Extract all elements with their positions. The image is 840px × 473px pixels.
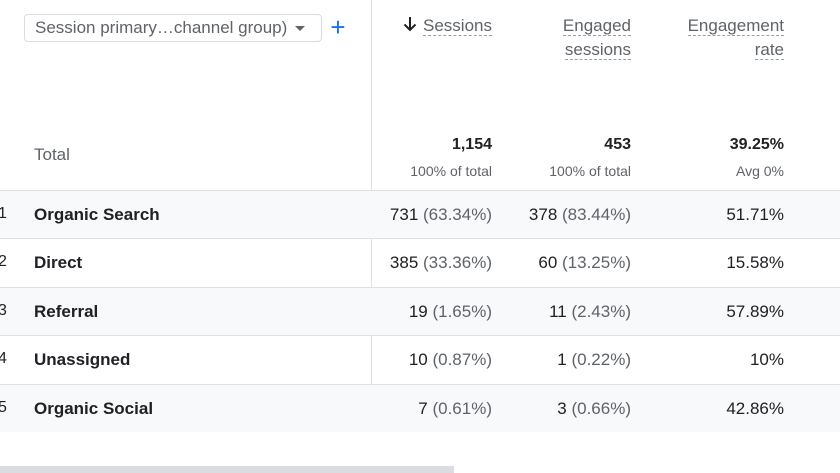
row-channel-name: Referral: [34, 302, 99, 321]
row-rate: 15.58%: [726, 253, 784, 272]
row-sessions: 385 (33.36%): [390, 253, 492, 273]
engaged-value: 3: [557, 399, 567, 418]
total-label: Total: [34, 145, 70, 164]
sessions-value: 385: [389, 253, 419, 272]
sessions-pct: (63.34%): [423, 205, 492, 224]
engaged-pct: (0.22%): [571, 350, 631, 369]
row-channel-name: Organic Search: [34, 205, 160, 224]
sessions-header-label: Sessions: [423, 16, 492, 36]
total-rate-sub: Avg 0%: [736, 163, 784, 179]
row-rate: 10%: [749, 350, 784, 369]
total-engaged: 453: [604, 136, 631, 153]
row-sessions: 7 (0.61%): [418, 399, 492, 419]
sessions-value: 731: [389, 205, 419, 224]
row-sessions: 10 (0.87%): [409, 350, 492, 370]
total-rate: 39.25%: [729, 136, 784, 153]
rate-header-line2: rate: [754, 40, 784, 60]
total-engaged-sub: 100% of total: [549, 163, 631, 179]
engaged-pct: (2.43%): [571, 302, 631, 321]
engaged-value: 378: [528, 205, 558, 224]
sessions-value: 10: [408, 350, 428, 369]
row-engaged: 60 (13.25%): [538, 253, 631, 273]
sessions-value: 19: [408, 302, 428, 321]
chevron-down-icon: [295, 25, 305, 31]
engaged-pct: (0.66%): [571, 399, 631, 418]
row-engaged: 11 (2.43%): [549, 302, 631, 322]
engaged-value: 60: [538, 253, 558, 272]
row-index: 1: [0, 205, 7, 222]
table-row[interactable]: 2 Direct 385 (33.36%) 60 (13.25%) 15.58%: [0, 238, 840, 286]
sessions-pct: (0.61%): [432, 399, 492, 418]
total-sessions-sub: 100% of total: [410, 163, 492, 179]
row-channel-name: Organic Social: [34, 399, 154, 418]
horizontal-scrollbar[interactable]: [0, 466, 454, 473]
row-channel-name: Direct: [34, 253, 83, 272]
table-row[interactable]: 4 Unassigned 10 (0.87%) 1 (0.22%) 10%: [0, 335, 840, 383]
row-rate: 51.71%: [726, 205, 784, 224]
row-index: 5: [0, 399, 7, 416]
engaged-value: 11: [549, 302, 567, 321]
dimension-dropdown[interactable]: Session primary…channel group): [24, 14, 322, 42]
row-index: 3: [0, 302, 7, 319]
row-sessions: 19 (1.65%): [409, 302, 492, 322]
engaged-sessions-column-header[interactable]: Engaged sessions: [562, 14, 631, 62]
rate-header-line1: Engagement: [687, 16, 784, 36]
engaged-pct: (83.44%): [562, 205, 631, 224]
row-index: 4: [0, 350, 7, 367]
engaged-value: 1: [557, 350, 567, 369]
sessions-pct: (1.65%): [432, 302, 492, 321]
row-sessions: 731 (63.34%): [390, 205, 492, 225]
total-sessions: 1,154: [451, 136, 492, 153]
table-row[interactable]: 3 Referral 19 (1.65%) 11 (2.43%) 57.89%: [0, 287, 840, 335]
engagement-rate-column-header[interactable]: Engagement rate: [687, 14, 784, 62]
engaged-header-line2: sessions: [564, 40, 631, 60]
sessions-value: 7: [418, 399, 428, 418]
row-rate: 57.89%: [726, 302, 784, 321]
sessions-column-header[interactable]: Sessions: [403, 14, 492, 39]
row-engaged: 378 (83.44%): [529, 205, 631, 225]
sessions-pct: (0.87%): [432, 350, 492, 369]
row-index: 2: [0, 253, 7, 270]
row-channel-name: Unassigned: [34, 350, 131, 369]
row-rate: 42.86%: [726, 399, 784, 418]
table-row[interactable]: 1 Organic Search 731 (63.34%) 378 (83.44…: [0, 190, 840, 238]
engaged-header-line1: Engaged: [562, 16, 631, 36]
dimension-dropdown-label: Session primary…channel group): [35, 18, 288, 37]
row-engaged: 3 (0.66%): [557, 399, 631, 419]
sessions-pct: (33.36%): [423, 253, 492, 272]
sort-down-arrow-icon: [403, 15, 417, 39]
row-engaged: 1 (0.22%): [557, 350, 631, 370]
engaged-pct: (13.25%): [562, 253, 631, 272]
table-row[interactable]: 5 Organic Social 7 (0.61%) 3 (0.66%) 42.…: [0, 384, 840, 432]
add-dimension-button[interactable]: +: [330, 12, 346, 42]
